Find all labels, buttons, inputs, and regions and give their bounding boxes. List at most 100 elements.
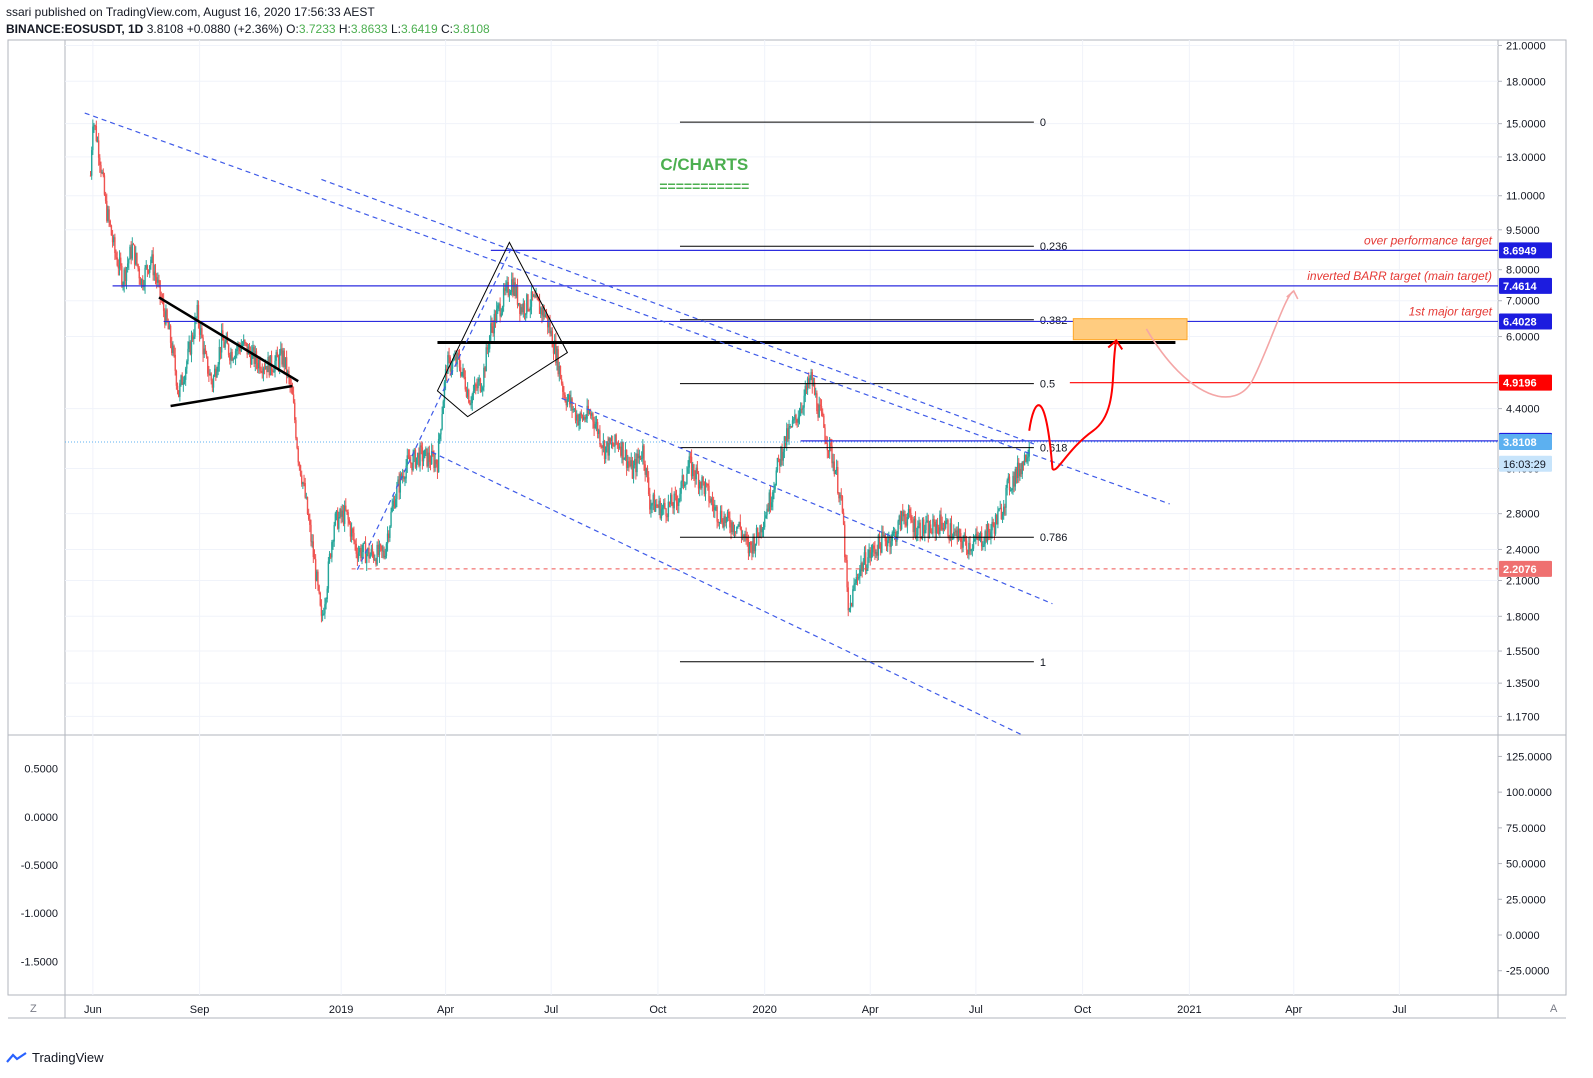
candle-body bbox=[608, 438, 610, 456]
candle-body bbox=[997, 511, 999, 525]
drawings[interactable]: 0 0.236 0.382 0.5 0.618 0.786 1 C/CHARTS =======… bbox=[65, 112, 1498, 736]
candle-body bbox=[692, 464, 694, 477]
candle-body bbox=[529, 306, 531, 311]
trend-line-rising[interactable] bbox=[356, 247, 513, 570]
price-tick-label: 13.0000 bbox=[1506, 152, 1546, 164]
candle-body bbox=[680, 481, 682, 494]
candle-body bbox=[695, 467, 697, 480]
candle-body bbox=[638, 455, 641, 459]
candle-body bbox=[211, 380, 214, 388]
candle-body bbox=[365, 553, 368, 564]
candle-body bbox=[624, 449, 627, 459]
trend-line-upper[interactable] bbox=[321, 178, 1035, 445]
candle-body bbox=[374, 559, 376, 561]
candle-body bbox=[101, 171, 103, 173]
candle-body bbox=[729, 517, 731, 528]
candle-body bbox=[953, 531, 955, 539]
candle-body bbox=[1003, 506, 1005, 515]
candle-body bbox=[375, 559, 377, 565]
candle-body bbox=[611, 442, 614, 446]
candle-body bbox=[996, 515, 998, 525]
candle-body bbox=[772, 492, 774, 503]
channel-lower-line[interactable] bbox=[431, 451, 1023, 736]
candle-body bbox=[812, 382, 815, 386]
candle-body bbox=[607, 441, 609, 456]
triangle-upper-line[interactable] bbox=[158, 296, 299, 383]
candle-body bbox=[212, 376, 215, 388]
candle-body bbox=[862, 563, 865, 572]
candle-body bbox=[205, 353, 208, 357]
candle-body bbox=[143, 286, 145, 288]
candle-body bbox=[859, 569, 861, 578]
candle-body bbox=[637, 453, 639, 459]
candle-body bbox=[947, 520, 949, 537]
candle-body bbox=[739, 522, 742, 530]
candle-body bbox=[656, 504, 658, 506]
candle-body bbox=[480, 390, 483, 392]
alt-projection-path[interactable] bbox=[1145, 290, 1295, 398]
candles[interactable] bbox=[89, 119, 1030, 623]
candle-body bbox=[535, 294, 537, 298]
candle-body bbox=[875, 552, 877, 554]
candle-body bbox=[254, 351, 256, 364]
candle-body bbox=[803, 395, 805, 408]
target-label: over performance target bbox=[1364, 233, 1493, 247]
indicator-left-tick-label: -0.5000 bbox=[21, 860, 58, 872]
diamond-pattern[interactable] bbox=[436, 241, 569, 418]
candle-body bbox=[451, 360, 454, 369]
candle-body bbox=[696, 467, 699, 474]
candle-body bbox=[405, 465, 407, 479]
candle-body bbox=[372, 553, 375, 560]
auto-scale-button[interactable]: A bbox=[1550, 1003, 1558, 1015]
candle-body bbox=[962, 541, 964, 548]
candle-body bbox=[155, 277, 158, 283]
candle-body bbox=[967, 549, 969, 555]
projection-path[interactable] bbox=[1028, 340, 1118, 471]
open-value: 3.7233 bbox=[298, 22, 336, 36]
target-zone-box[interactable] bbox=[1072, 318, 1188, 341]
candle-body bbox=[1000, 507, 1003, 520]
candle-body bbox=[435, 459, 438, 465]
candle-body bbox=[215, 368, 217, 378]
candle-body bbox=[1023, 454, 1026, 466]
tradingview-footer[interactable]: TradingView bbox=[6, 1050, 104, 1065]
candle-body bbox=[600, 444, 602, 447]
candle-body bbox=[907, 508, 910, 518]
candle-body bbox=[933, 519, 935, 522]
candle-body bbox=[477, 381, 479, 389]
candle-body bbox=[90, 150, 93, 176]
triangle-lower-line[interactable] bbox=[170, 384, 293, 408]
candle-body bbox=[262, 368, 265, 374]
candle-body bbox=[566, 399, 569, 406]
fib-level-label: 0.5 bbox=[1040, 379, 1055, 391]
candle-body bbox=[932, 519, 934, 534]
fib-level-label: 0.618 bbox=[1040, 443, 1068, 455]
candle-body bbox=[419, 445, 421, 466]
candle-body bbox=[321, 614, 324, 616]
candle-body bbox=[517, 303, 520, 305]
candle-body bbox=[780, 448, 782, 466]
candle-body bbox=[601, 446, 603, 448]
candle-body bbox=[989, 532, 991, 538]
candle-body bbox=[433, 455, 435, 468]
candle-body bbox=[486, 347, 489, 350]
channel-upper-line[interactable] bbox=[561, 397, 1053, 605]
candle-body bbox=[924, 530, 926, 534]
trend-line-main[interactable] bbox=[84, 112, 1170, 505]
timezone-z-button[interactable]: Z bbox=[30, 1003, 37, 1015]
candle-body bbox=[999, 507, 1001, 509]
candle-body bbox=[616, 443, 619, 445]
candle-body bbox=[644, 464, 646, 475]
candle-body bbox=[461, 371, 463, 376]
price-tick-label: 21.0000 bbox=[1506, 40, 1546, 52]
candle-body bbox=[627, 461, 629, 468]
candle-body bbox=[391, 506, 393, 512]
candle-body bbox=[949, 523, 952, 541]
price-tag bbox=[1499, 242, 1552, 259]
candle-body bbox=[948, 536, 950, 541]
candle-body bbox=[581, 415, 584, 420]
candle-body bbox=[124, 269, 127, 281]
candle-body bbox=[584, 416, 586, 420]
candle-body bbox=[650, 505, 652, 510]
